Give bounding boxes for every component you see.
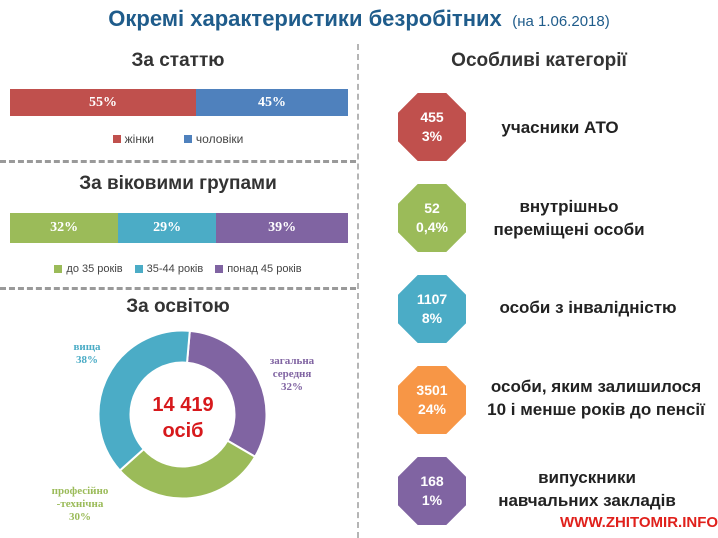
education-section-title: За освітою	[126, 296, 230, 317]
gender-bar-women-label: 55%	[88, 94, 117, 110]
category-badge-prepension: 3501 24%	[398, 366, 466, 434]
legend-label-men: чоловіки	[195, 132, 244, 146]
gender-bar-men: 45%	[195, 89, 348, 116]
title-main: Окремі характеристики безробітних	[108, 6, 502, 31]
legend-swatch-35-44	[134, 265, 143, 273]
categories-title: Особливі категорії	[451, 50, 627, 71]
age-bar-over45: 39%	[216, 213, 348, 243]
divider-2	[0, 287, 356, 290]
category-label-disability: особи з інвалідністю	[488, 296, 688, 319]
category-count-graduates: 168	[420, 473, 444, 489]
gender-section-title: За статтю	[131, 50, 225, 71]
category-percent-prepension: 24%	[417, 401, 447, 417]
legend-swatch-under35	[54, 265, 63, 273]
education-donut	[97, 329, 268, 500]
donut-label-higher-line2: 38%	[76, 354, 98, 366]
age-bar: 32% 29% 39%	[10, 213, 348, 243]
donut-label-higher-line1: вища	[73, 341, 101, 353]
category-label-graduates: випускники навчальних закладів	[484, 466, 690, 512]
legend-swatch-men	[183, 135, 192, 143]
donut-center-unit: осіб	[162, 420, 204, 442]
page-title: Окремі характеристики безробітних (на 1.…	[0, 6, 718, 32]
legend-item-35-44: 35-44 років	[134, 263, 204, 275]
category-label-idp-line2: переміщені особи	[493, 220, 645, 239]
category-percent-graduates: 1%	[421, 492, 443, 508]
legend-item-women: жінки	[112, 132, 154, 146]
legend-swatch-over45	[215, 265, 224, 273]
legend-item-under35: до 35 років	[54, 263, 123, 275]
legend-swatch-women	[112, 135, 121, 143]
title-date: (на 1.06.2018)	[512, 13, 610, 30]
category-label-graduates-line1: випускники	[538, 468, 636, 487]
donut-slice-general-secondary	[185, 329, 268, 459]
gender-bar-men-label: 45%	[257, 94, 286, 110]
category-label-graduates-line2: навчальних закладів	[498, 491, 676, 510]
legend-label-women: жінки	[124, 132, 154, 146]
vertical-divider	[357, 44, 359, 538]
age-bar-over45-label: 39%	[268, 220, 297, 235]
gender-bar-women: 55%	[10, 89, 196, 116]
category-count-disability: 1107	[416, 291, 448, 307]
category-count-ato: 455	[420, 109, 444, 125]
donut-label-general: загальна середня 32%	[258, 355, 326, 394]
category-label-idp: внутрішньо переміщені особи	[474, 195, 664, 241]
category-label-prepension-line2: 10 і менше років до пенсії	[487, 400, 705, 419]
donut-label-higher: вища 38%	[62, 341, 112, 367]
donut-label-vocational-line2: -технічна	[56, 498, 104, 510]
category-label-ato: учасники АТО	[470, 116, 650, 139]
legend-item-men: чоловіки	[183, 132, 244, 146]
category-label-prepension: особи, яким залишилося 10 і менше років …	[478, 375, 714, 421]
divider-1	[0, 160, 356, 163]
age-bar-35-44-label: 29%	[153, 220, 182, 235]
donut-label-general-line2: середня	[272, 368, 312, 380]
category-badge-ato: 455 3%	[398, 93, 466, 161]
category-percent-ato: 3%	[421, 128, 443, 144]
legend-label-35-44: 35-44 років	[146, 263, 204, 275]
category-label-idp-line1: внутрішньо	[519, 197, 619, 216]
gender-legend: жінки чоловіки	[0, 132, 356, 146]
legend-label-over45: понад 45 років	[227, 263, 302, 275]
category-badge-idp: 52 0,4%	[398, 184, 466, 252]
watermark: WWW.ZHITOMIR.INFO	[560, 514, 718, 531]
donut-center-text: 14 419 осіб	[133, 392, 233, 444]
donut-label-general-line1: загальна	[269, 355, 315, 367]
category-percent-disability: 8%	[421, 310, 443, 326]
age-legend: до 35 років 35-44 років понад 45 років	[0, 263, 356, 275]
category-count-idp: 52	[424, 200, 440, 216]
donut-label-vocational-line3: 30%	[69, 511, 91, 523]
age-bar-under35: 32%	[10, 213, 119, 243]
donut-slice-higher	[97, 329, 191, 472]
age-bar-under35-label: 32%	[50, 220, 79, 235]
category-count-prepension: 3501	[416, 382, 448, 398]
donut-label-vocational-line1: професійно	[51, 485, 109, 497]
category-badge-graduates: 168 1%	[398, 457, 466, 525]
category-label-disability-line1: особи з інвалідністю	[499, 298, 677, 317]
category-label-prepension-line1: особи, яким залишилося	[490, 377, 702, 396]
donut-label-general-line3: 32%	[281, 381, 303, 393]
age-bar-35-44: 29%	[118, 213, 217, 243]
donut-center-value: 14 419	[152, 394, 214, 416]
category-percent-idp: 0,4%	[416, 219, 448, 235]
age-section-title: За віковими групами	[79, 173, 277, 194]
gender-bar: 55% 45%	[10, 89, 348, 116]
category-label-ato-line1: учасники АТО	[501, 118, 619, 137]
category-badge-disability: 1107 8%	[398, 275, 466, 343]
legend-item-over45: понад 45 років	[215, 263, 302, 275]
legend-label-under35: до 35 років	[66, 263, 123, 275]
donut-label-vocational: професійно -технічна 30%	[38, 485, 122, 524]
